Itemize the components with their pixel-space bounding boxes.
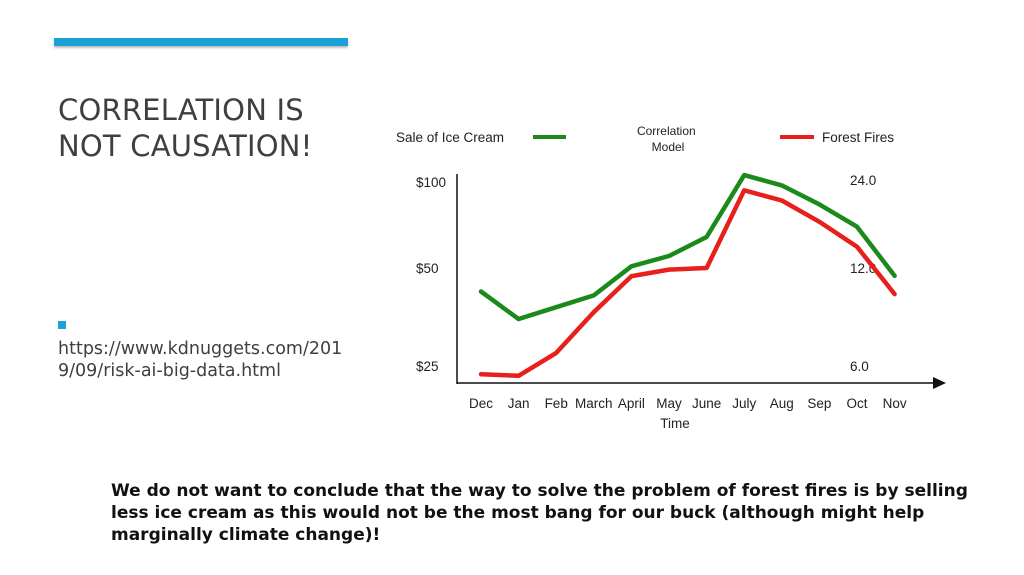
reference-link[interactable]: https://www.kdnuggets.com/2019/09/risk-a…: [58, 339, 343, 381]
chart-title-line-1: Correlation: [637, 124, 696, 138]
reference-bullet: https://www.kdnuggets.com/2019/09/risk-a…: [58, 316, 348, 382]
x-tick-label: Sep: [807, 396, 831, 411]
x-axis-title: Time: [660, 416, 690, 431]
slide-title: CORRELATION IS NOT CAUSATION!: [58, 93, 313, 163]
legend-label-ice-cream: Sale of Ice Cream: [396, 130, 504, 145]
x-tick-label: Feb: [545, 396, 568, 411]
x-tick-label: Dec: [469, 396, 493, 411]
correlation-chart: Sale of Ice Cream Correlation Model Fore…: [396, 124, 946, 431]
x-tick-label: Jan: [508, 396, 530, 411]
conclusion-note: We do not want to conclude that the way …: [111, 481, 968, 545]
x-tick-label: July: [732, 396, 756, 411]
x-tick-label: April: [618, 396, 645, 411]
chart-title-line-2: Model: [652, 140, 685, 154]
y-tick-left-label: $50: [416, 261, 439, 276]
y-tick-left-label: $25: [416, 359, 439, 374]
legend-label-forest-fires: Forest Fires: [822, 130, 894, 145]
y-tick-right-label: 24.0: [850, 173, 876, 188]
x-tick-label: May: [656, 396, 682, 411]
x-tick-label: Aug: [770, 396, 794, 411]
x-tick-label: June: [692, 396, 721, 411]
series-line-forest-fires: [478, 188, 897, 379]
bullet-square-icon: [58, 321, 66, 329]
x-tick-label: Oct: [846, 396, 867, 411]
x-tick-label: Nov: [883, 396, 907, 411]
series-line-ice-cream: [478, 172, 897, 322]
x-tick-label: March: [575, 396, 613, 411]
chart-title: Correlation Model: [637, 124, 699, 154]
accent-bar: [54, 38, 348, 46]
y-tick-left-label: $100: [416, 175, 446, 190]
y-tick-right-label: 6.0: [850, 359, 869, 374]
x-axis-arrow-icon: [933, 377, 946, 389]
